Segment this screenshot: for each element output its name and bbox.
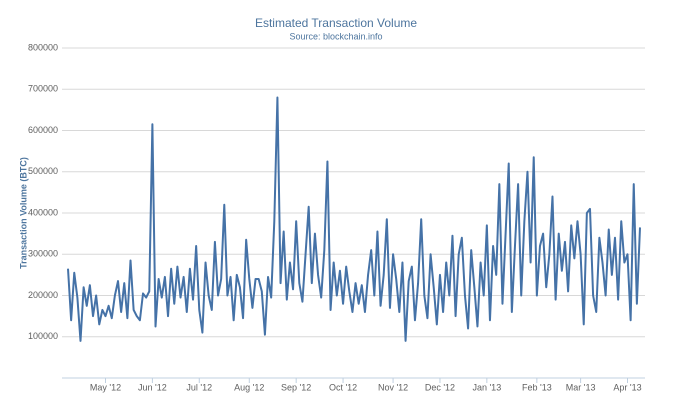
x-tick-label: Aug '12 [234, 382, 264, 392]
y-tick-label: 800000 [28, 42, 58, 52]
y-tick-label: 500000 [28, 166, 58, 176]
y-axis-label: Transaction Volume (BTC) [18, 157, 28, 269]
chart-subtitle: Source: blockchain.info [289, 31, 382, 41]
y-tick-label: 400000 [28, 207, 58, 217]
series-line [67, 96, 641, 342]
x-tick-label: Apr '13 [613, 382, 641, 392]
x-tick-label: Jun '12 [138, 382, 167, 392]
x-tick-label: Jan '13 [472, 382, 501, 392]
y-tick-label: 200000 [28, 290, 58, 300]
x-tick-label: May '12 [90, 382, 121, 392]
x-tick-label: Jul '12 [186, 382, 212, 392]
y-tick-label: 300000 [28, 249, 58, 259]
x-tick-label: Oct '12 [329, 382, 357, 392]
x-tick-label: Mar '13 [566, 382, 596, 392]
x-tick-label: Feb '13 [522, 382, 552, 392]
y-tick-label: 700000 [28, 84, 58, 94]
x-tick-label: Dec '12 [425, 382, 455, 392]
chart-title: Estimated Transaction Volume [255, 16, 417, 30]
x-tick-label: Nov '12 [378, 382, 408, 392]
y-tick-label: 100000 [28, 331, 58, 341]
y-tick-label: 600000 [28, 125, 58, 135]
x-tick-label: Sep '12 [281, 382, 311, 392]
